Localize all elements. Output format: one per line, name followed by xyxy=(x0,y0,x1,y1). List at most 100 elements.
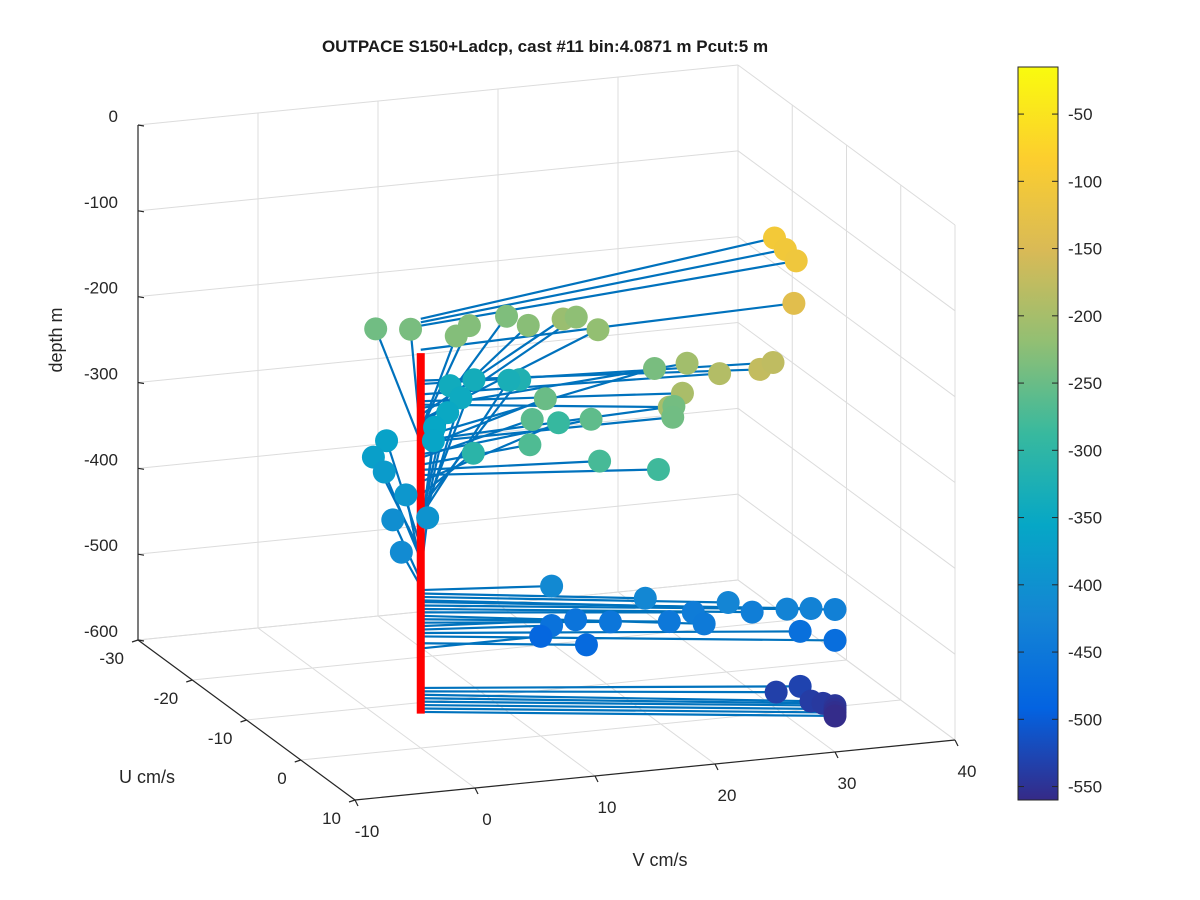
z-tick-mark xyxy=(137,639,145,642)
velocity-stick xyxy=(420,595,729,604)
velocity-point xyxy=(633,586,657,610)
z-tick-label: 0 xyxy=(109,107,118,126)
colorbar-tick-label: -450 xyxy=(1068,643,1102,662)
z-tick-label: -200 xyxy=(84,279,118,298)
velocity-point xyxy=(529,624,553,648)
points xyxy=(361,226,847,728)
y-tick-label: 0 xyxy=(277,769,286,788)
velocity-point xyxy=(784,249,808,273)
velocity-point xyxy=(661,405,685,429)
x-axis-line xyxy=(354,739,956,801)
velocity-point xyxy=(416,506,440,530)
velocity-stick xyxy=(420,604,836,611)
grid-line xyxy=(246,659,847,721)
x-tick-label: 20 xyxy=(718,786,737,805)
velocity-stick xyxy=(420,700,836,707)
colorbar-tick-label: -100 xyxy=(1068,172,1102,191)
velocity-stick xyxy=(420,624,552,631)
velocity-point xyxy=(646,457,670,481)
velocity-stick xyxy=(420,685,801,690)
z-tick-label: -300 xyxy=(84,365,118,384)
colorbar-tick-label: -200 xyxy=(1068,307,1102,326)
velocity-point xyxy=(643,356,666,380)
colorbar-tick-label: -400 xyxy=(1068,576,1102,595)
grid-line xyxy=(300,699,901,761)
chart-title: OUTPACE S150+Ladcp, cast #11 bin:4.0871 … xyxy=(322,37,768,56)
velocity-point xyxy=(823,598,847,622)
velocity-stick xyxy=(420,635,541,650)
velocity-point xyxy=(692,612,716,636)
grid-line xyxy=(137,150,739,212)
z-tick-label: -500 xyxy=(84,536,118,555)
velocity-stick xyxy=(420,693,812,703)
x-tick-label: 30 xyxy=(838,774,857,793)
grid-line xyxy=(137,236,739,298)
x-tick-mark xyxy=(354,799,359,807)
velocity-point xyxy=(497,368,521,392)
z-tick-mark xyxy=(137,381,145,385)
y-tick-mark xyxy=(348,799,356,803)
colorbar-tick-label: -250 xyxy=(1068,374,1102,393)
z-tick-label: -600 xyxy=(84,622,118,641)
grid-line xyxy=(137,322,739,383)
velocity-point xyxy=(540,574,564,598)
axes xyxy=(131,124,959,807)
colorbar-tick-label: -150 xyxy=(1068,240,1102,259)
velocity-point xyxy=(775,597,799,621)
grid-line xyxy=(737,407,956,569)
velocity-point xyxy=(518,433,542,457)
velocity-point xyxy=(823,628,847,652)
velocity-stick xyxy=(420,690,777,694)
colorbar-ticks: -50 -100 -150 -200 -250 -300 -350 -400 -450 -500 -… xyxy=(1018,105,1102,797)
velocity-stick xyxy=(420,707,836,714)
y-axis-label: U cm/s xyxy=(119,767,175,787)
y-tick-mark xyxy=(294,759,301,763)
velocity-point xyxy=(740,600,764,624)
y-tick-label: 10 xyxy=(322,809,341,828)
velocity-point xyxy=(761,350,785,374)
x-tick-mark xyxy=(714,763,719,771)
velocity-point xyxy=(657,610,681,634)
x-tick-mark xyxy=(594,775,599,783)
velocity-point xyxy=(375,429,399,453)
grid-lines xyxy=(137,64,956,801)
colorbar-tick-label: -50 xyxy=(1068,105,1093,124)
z-tick-label: -400 xyxy=(84,450,118,469)
x-tick-label: 0 xyxy=(482,810,491,829)
velocity-point xyxy=(436,401,460,425)
velocity-point xyxy=(520,407,544,431)
z-tick-mark xyxy=(137,553,145,556)
data-marks xyxy=(361,226,847,728)
z-tick-label: -100 xyxy=(84,193,118,212)
velocity-point xyxy=(598,610,622,634)
z-tick-mark xyxy=(137,124,145,127)
velocity-point xyxy=(381,508,405,532)
sticks xyxy=(372,236,836,718)
velocity-stick xyxy=(420,703,836,711)
velocity-point xyxy=(574,633,598,657)
x-tick-mark xyxy=(474,787,479,795)
x-tick-mark xyxy=(954,739,959,747)
velocity-point xyxy=(586,318,610,342)
y-tick-mark xyxy=(131,639,139,643)
velocity-point xyxy=(788,619,812,643)
velocity-point xyxy=(588,449,612,473)
velocity-stick xyxy=(420,248,786,324)
velocity-point xyxy=(547,411,570,435)
colorbar-tick-label: -350 xyxy=(1068,509,1102,528)
velocity-point xyxy=(799,596,823,620)
x-tick-label: 10 xyxy=(598,798,617,817)
velocity-stick xyxy=(420,697,824,705)
velocity-stick xyxy=(420,416,673,444)
x-tick-label: 40 xyxy=(958,762,977,781)
x-tick-mark xyxy=(834,751,839,759)
velocity-stick xyxy=(420,236,775,320)
velocity-stick xyxy=(374,328,422,443)
z-tick-mark xyxy=(137,210,145,213)
velocity-point xyxy=(564,608,588,632)
x-axis-label: V cm/s xyxy=(632,850,687,870)
velocity-stick xyxy=(420,460,600,471)
grid-line xyxy=(137,493,739,555)
velocity-stick xyxy=(420,642,587,646)
